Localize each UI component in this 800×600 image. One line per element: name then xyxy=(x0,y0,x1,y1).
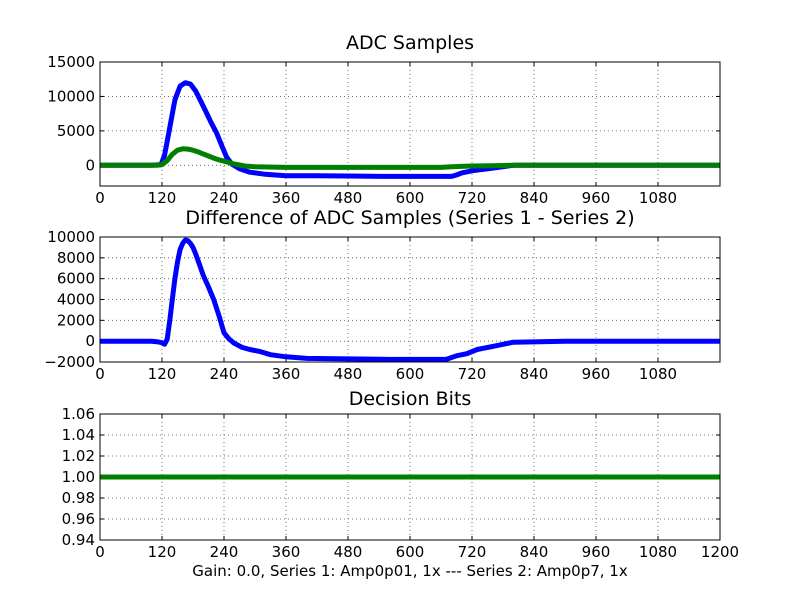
x-tick-label: 120 xyxy=(148,189,177,207)
x-tick-label: 360 xyxy=(272,189,301,207)
plot-decision-bits: 0 120 240 360 480 600 720 840 960 1080 1200 0.94 0.9… xyxy=(62,405,740,561)
x-tick-label: 840 xyxy=(520,365,549,383)
x-tick-label: 1080 xyxy=(639,189,677,207)
x-tick-label: 120 xyxy=(148,365,177,383)
y-tick-label: −2000 xyxy=(44,353,95,371)
series-1-line xyxy=(100,237,720,362)
y-tick-label: 4000 xyxy=(57,291,95,309)
y-tick-label: 0.96 xyxy=(62,510,95,528)
series-1-line xyxy=(100,80,720,179)
x-tick-label: 480 xyxy=(334,365,363,383)
y-tick-label: 2000 xyxy=(57,311,95,329)
y-tick-label: 10000 xyxy=(47,228,95,246)
y-tick-label: 0.94 xyxy=(62,531,95,549)
x-tick-label: 0 xyxy=(95,543,105,561)
x-tick-label: 360 xyxy=(272,543,301,561)
x-tick-label: 1200 xyxy=(701,543,739,561)
y-tick-label: 1.00 xyxy=(62,468,95,486)
x-tick-label: 1080 xyxy=(639,365,677,383)
y-tick-label: 0.98 xyxy=(62,489,95,507)
x-tick-label: 360 xyxy=(272,365,301,383)
x-tick-label: 600 xyxy=(396,543,425,561)
x-tick-label: 120 xyxy=(148,543,177,561)
x-tick-label: 240 xyxy=(210,543,239,561)
x-tick-label: 600 xyxy=(396,365,425,383)
x-tick-label: 960 xyxy=(582,365,611,383)
y-tick-label: 15000 xyxy=(47,53,95,71)
x-tick-label: 720 xyxy=(458,365,487,383)
series-2-line xyxy=(100,146,720,170)
x-tick-label: 960 xyxy=(582,189,611,207)
x-tick-label: 480 xyxy=(334,543,363,561)
chart-title-decision-bits: Decision Bits xyxy=(349,388,472,410)
x-tick-label: 240 xyxy=(210,365,239,383)
y-tick-label: 0 xyxy=(85,332,95,350)
x-tick-label: 0 xyxy=(95,189,105,207)
y-tick-label: 5000 xyxy=(57,122,95,140)
x-tick-label: 600 xyxy=(396,189,425,207)
y-tick-label: 10000 xyxy=(47,87,95,105)
plot-adc-samples: 0 120 240 360 480 600 720 840 960 1080 0 5000 10000 1… xyxy=(47,53,721,207)
y-tick-label: 6000 xyxy=(57,270,95,288)
plot-frame xyxy=(99,236,721,363)
y-tick-label: 8000 xyxy=(57,249,95,267)
plot-difference: 0 120 240 360 480 600 720 840 960 1080−2000020004… xyxy=(44,228,721,383)
x-tick-label: 960 xyxy=(582,543,611,561)
x-tick-label: 720 xyxy=(458,189,487,207)
x-tick-label: 720 xyxy=(458,543,487,561)
x-tick-label: 240 xyxy=(210,189,239,207)
x-tick-label: 840 xyxy=(520,543,549,561)
chart-title-adc-samples: ADC Samples xyxy=(346,32,474,54)
y-tick-label: 1.04 xyxy=(62,426,95,444)
plot-frame xyxy=(99,413,721,541)
y-tick-label: 1.06 xyxy=(62,405,95,423)
y-tick-label: 1.02 xyxy=(62,447,95,465)
chart-title-difference: Difference of ADC Samples (Series 1 - Se… xyxy=(185,207,634,229)
figure-caption: Gain: 0.0, Series 1: Amp0p01, 1x --- Ser… xyxy=(192,562,628,580)
x-tick-label: 0 xyxy=(95,365,105,383)
plot-frame xyxy=(99,61,721,187)
x-tick-label: 840 xyxy=(520,189,549,207)
x-tick-label: 1080 xyxy=(639,543,677,561)
y-tick-label: 0 xyxy=(85,156,95,174)
x-tick-label: 480 xyxy=(334,189,363,207)
